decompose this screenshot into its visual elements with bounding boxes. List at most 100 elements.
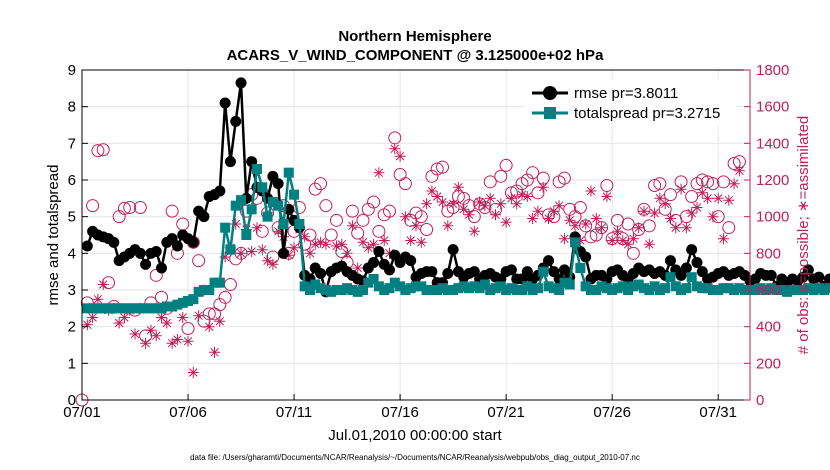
totalspread-marker xyxy=(527,285,538,295)
totalspread-marker xyxy=(437,283,448,294)
y2-tick-label: 1800 xyxy=(756,62,789,79)
assimilated-obs-marker xyxy=(452,181,464,193)
totalspread-marker xyxy=(554,285,565,295)
totalspread-marker xyxy=(172,299,183,310)
totalspread-marker xyxy=(331,285,342,295)
totalspread-marker xyxy=(686,272,697,283)
rmse-marker xyxy=(150,246,162,257)
assimilated-obs-marker xyxy=(728,178,740,190)
assimilated-obs-marker xyxy=(707,211,719,223)
assimilated-obs-marker xyxy=(352,262,364,274)
possible-obs-marker xyxy=(133,201,147,214)
totalspread-marker xyxy=(432,285,443,295)
assimilated-obs-marker xyxy=(378,235,390,246)
totalspread-marker xyxy=(357,285,368,295)
possible-obs-marker xyxy=(351,226,365,240)
totalspread-marker xyxy=(342,283,353,294)
totalspread-marker xyxy=(559,277,570,288)
assimilated-obs-marker xyxy=(405,235,417,246)
assimilated-obs-marker xyxy=(256,244,268,256)
totalspread-marker xyxy=(289,189,300,200)
assimilated-obs-marker xyxy=(702,192,714,204)
possible-obs-marker xyxy=(329,213,343,227)
totalspread-marker xyxy=(108,303,119,314)
assimilated-obs-marker xyxy=(288,242,300,254)
assimilated-obs-marker xyxy=(585,185,597,197)
y-tick-label: 6 xyxy=(68,172,76,189)
assimilated-obs-marker xyxy=(516,189,528,201)
assimilated-obs-marker xyxy=(696,187,708,199)
possible-obs-marker xyxy=(398,177,412,191)
y-tick-label: 2 xyxy=(68,319,76,336)
totalspread-marker xyxy=(824,283,830,294)
totalspread-marker xyxy=(585,285,596,295)
assimilated-obs-marker xyxy=(553,200,565,212)
totalspread-marker xyxy=(771,285,782,295)
totalspread-marker xyxy=(734,283,745,294)
y-tick-label: 0 xyxy=(68,392,76,409)
totalspread-marker xyxy=(92,303,103,314)
assimilated-obs-marker xyxy=(479,200,491,212)
assimilated-obs-marker xyxy=(505,192,517,204)
possible-obs-marker xyxy=(91,144,105,158)
totalspread-marker xyxy=(426,285,437,295)
totalspread-marker xyxy=(570,237,581,248)
assimilated-obs-marker xyxy=(230,218,242,230)
possible-obs-marker xyxy=(123,201,137,214)
assimilated-obs-marker xyxy=(426,185,438,197)
rmse-marker xyxy=(156,262,168,274)
totalspread-marker xyxy=(183,296,194,306)
rmse-marker xyxy=(224,156,236,168)
assimilated-obs-marker xyxy=(659,198,671,210)
totalspread-marker xyxy=(209,277,220,288)
totalspread-marker xyxy=(813,283,824,294)
assimilated-obs-marker xyxy=(537,181,549,193)
assimilated-obs-marker xyxy=(718,233,729,245)
totalspread-marker xyxy=(676,285,687,295)
totalspread-marker xyxy=(294,219,305,229)
assimilated-obs-marker xyxy=(723,194,735,206)
assimilated-obs-marker xyxy=(373,167,385,179)
totalspread-marker xyxy=(532,283,543,294)
totalspread-marker xyxy=(729,285,740,295)
assimilated-obs-marker xyxy=(622,238,634,250)
assimilated-obs-marker xyxy=(410,220,422,232)
totalspread-marker xyxy=(713,285,724,295)
possible-obs-marker xyxy=(345,204,359,218)
possible-obs-marker xyxy=(314,177,328,191)
totalspread-marker xyxy=(755,283,766,294)
assimilated-obs-marker xyxy=(87,312,99,323)
totalspread-marker xyxy=(495,281,506,292)
totalspread-marker xyxy=(522,281,533,292)
assimilated-obs-marker xyxy=(569,220,581,232)
data-file-footnote: data file: /Users/gharamti/Documents/NCA… xyxy=(190,453,640,462)
possible-obs-marker xyxy=(701,175,715,189)
assimilated-obs-marker xyxy=(283,249,295,261)
assimilated-obs-marker xyxy=(113,317,125,329)
possible-obs-marker xyxy=(361,202,375,216)
totalspread-marker xyxy=(691,281,702,292)
possible-obs-marker xyxy=(499,158,513,172)
totalspread-marker xyxy=(98,303,109,314)
assimilated-obs-marker xyxy=(638,205,650,217)
assimilated-obs-marker xyxy=(633,222,645,234)
assimilated-obs-marker xyxy=(203,321,215,333)
assimilated-obs-marker xyxy=(649,207,661,219)
possible-obs-marker xyxy=(716,175,730,189)
assimilated-obs-marker xyxy=(219,251,231,263)
totalspread-marker xyxy=(564,279,575,290)
error-series xyxy=(81,77,830,314)
totalspread-marker xyxy=(214,277,225,288)
totalspread-marker xyxy=(580,281,591,292)
totalspread-marker xyxy=(167,301,178,312)
totalspread-marker xyxy=(278,219,289,229)
assimilated-obs-marker xyxy=(543,213,554,224)
totalspread-marker xyxy=(320,285,331,295)
assimilated-obs-marker xyxy=(389,143,401,155)
totalspread-marker xyxy=(400,285,411,295)
assimilated-obs-marker xyxy=(171,334,183,345)
assimilated-obs-marker xyxy=(495,198,507,210)
chart-title: Northern Hemisphere xyxy=(338,28,491,45)
totalspread-marker xyxy=(151,303,162,314)
assimilated-obs-marker xyxy=(118,312,130,323)
